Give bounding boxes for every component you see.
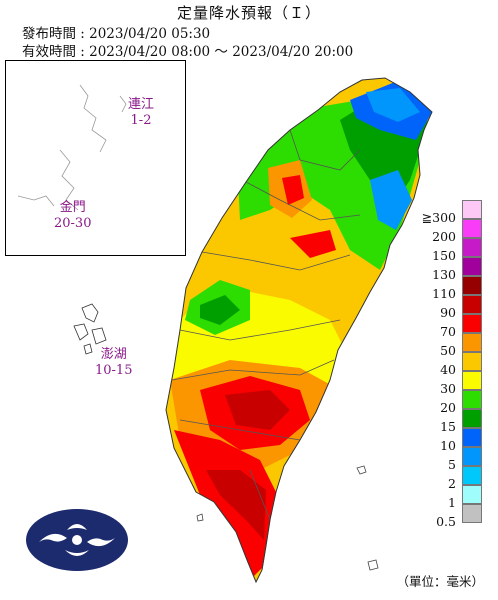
legend-label: 1 (448, 495, 456, 510)
map-title: 定量降水預報（Ｉ） (176, 4, 321, 22)
legend-swatch (462, 371, 482, 390)
legend-label: 130 (432, 267, 456, 282)
legend-label: 20 (440, 400, 456, 415)
legend-swatch (462, 390, 482, 409)
legend-label: 40 (440, 362, 456, 377)
island-range: 20-30 (54, 216, 92, 231)
island-label-lienchiang: 連江 1-2 (128, 97, 154, 129)
inset-coastline (17, 84, 127, 211)
legend-label: 70 (440, 324, 456, 339)
legend-swatch (462, 504, 482, 523)
legend-label: 150 (432, 248, 456, 263)
legend-swatch (462, 333, 482, 352)
legend-swatch (462, 466, 482, 485)
legend-label: 30 (440, 381, 456, 396)
legend-swatch (462, 200, 482, 219)
island-label-penghu: 澎湖 10-15 (95, 347, 132, 379)
legend-swatch (462, 276, 482, 295)
east-islets (196, 465, 379, 571)
legend-swatch (462, 352, 482, 371)
legend-swatch (462, 257, 482, 276)
island-range: 10-15 (95, 363, 133, 378)
island-label-kinmen: 金門 20-30 (54, 200, 91, 232)
county-boundaries (171, 129, 361, 571)
island-name: 金門 (59, 200, 86, 215)
legend-swatch (462, 409, 482, 428)
legend-swatch (462, 295, 482, 314)
island-name: 澎湖 (100, 347, 127, 362)
legend-swatch (462, 447, 482, 466)
legend-label: 5 (448, 457, 456, 472)
legend-label: 110 (432, 286, 456, 301)
island-range: 1-2 (130, 113, 152, 128)
issued-time: 發布時間 : 2023/04/20 05:30 (22, 26, 211, 42)
legend-label: 0.5 (436, 514, 456, 529)
cwb-logo (26, 509, 128, 571)
taiwan-coastline (165, 77, 433, 584)
offshore-islands-inset (5, 60, 186, 256)
legend-swatch (462, 314, 482, 333)
legend-label: 10 (440, 438, 456, 453)
legend-label: 200 (432, 229, 456, 244)
legend-label: 50 (440, 343, 456, 358)
legend-swatch (462, 428, 482, 447)
unit-label: （單位：毫米） (396, 574, 484, 589)
legend-label: 15 (440, 419, 456, 434)
penghu-islands (73, 303, 107, 355)
legend-swatch (462, 238, 482, 257)
legend-swatch (462, 219, 482, 238)
legend-swatch (462, 485, 482, 504)
legend-label: 90 (440, 305, 456, 320)
valid-time: 有效時間 : 2023/04/20 08:00 ～ 2023/04/20 20:… (22, 44, 354, 60)
island-name: 連江 (128, 97, 155, 112)
legend-label: ≧300 (421, 210, 456, 225)
legend-label: 2 (448, 476, 456, 491)
